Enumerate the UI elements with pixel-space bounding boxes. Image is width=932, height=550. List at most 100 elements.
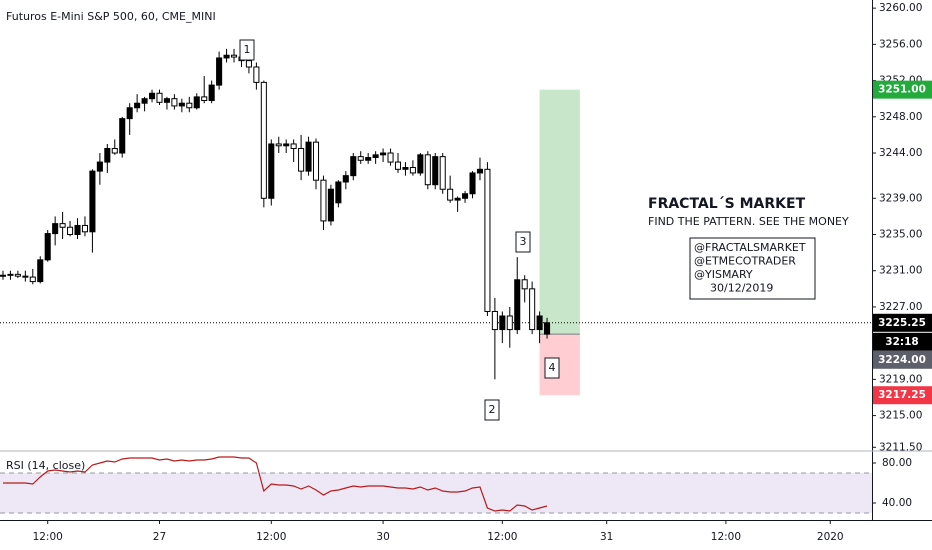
candle-body bbox=[141, 98, 148, 104]
candle-body bbox=[81, 224, 88, 233]
candle-body bbox=[312, 141, 320, 181]
price-label-box bbox=[873, 350, 932, 369]
candle-body bbox=[447, 188, 454, 201]
candle-body bbox=[186, 102, 193, 109]
candle-body bbox=[290, 143, 297, 149]
point-label: 1 bbox=[244, 43, 251, 56]
candle-body bbox=[514, 279, 521, 331]
price-label: 3225.25 bbox=[878, 317, 926, 329]
candle-body bbox=[59, 223, 66, 228]
candle-body bbox=[201, 96, 208, 102]
target-zone bbox=[539, 89, 580, 335]
candle-body bbox=[178, 102, 185, 107]
candle-body bbox=[320, 179, 327, 222]
rsi-tick-label: 40.00 bbox=[882, 497, 912, 509]
point-label: 2 bbox=[489, 403, 496, 416]
countdown-box bbox=[873, 332, 932, 351]
candle-body bbox=[193, 96, 200, 109]
x-tick-label: 12:00 bbox=[487, 531, 517, 543]
candle-body bbox=[126, 107, 133, 120]
candle-body bbox=[275, 143, 282, 147]
candle-body bbox=[342, 175, 349, 183]
candle-body bbox=[424, 154, 431, 186]
x-tick-label: 30 bbox=[376, 531, 389, 543]
y-tick-label: 3219.00 bbox=[879, 373, 922, 385]
credit-line: @YISMARY bbox=[694, 268, 753, 281]
candle-body bbox=[439, 156, 446, 190]
credit-line: 30/12/2019 bbox=[710, 282, 773, 295]
candle-body bbox=[529, 288, 536, 331]
candle-body bbox=[7, 273, 14, 276]
candle-body bbox=[380, 152, 387, 156]
candle-body bbox=[163, 98, 170, 103]
candle-body bbox=[230, 54, 238, 58]
candle-body bbox=[335, 181, 342, 204]
point-box bbox=[239, 39, 255, 61]
candle-body bbox=[134, 102, 141, 109]
credit-line: @FRACTALSMARKET bbox=[694, 241, 806, 254]
candle-body bbox=[499, 315, 506, 331]
x-tick-label: 12:00 bbox=[711, 531, 741, 543]
x-tick-label: 2020 bbox=[817, 531, 844, 543]
candle-body bbox=[462, 193, 469, 199]
candle-body bbox=[402, 167, 409, 170]
candle-body bbox=[74, 224, 81, 236]
candle-body bbox=[357, 156, 364, 161]
candle-body bbox=[409, 167, 416, 174]
point-box bbox=[484, 399, 500, 421]
candle-body bbox=[208, 84, 215, 102]
x-tick-label: 27 bbox=[153, 531, 166, 543]
candle-body bbox=[365, 157, 372, 161]
candle-body bbox=[104, 147, 111, 163]
price-label-box bbox=[873, 386, 932, 405]
y-tick-label: 3239.00 bbox=[879, 192, 922, 204]
y-tick-label: 3260.00 bbox=[879, 2, 922, 14]
candle-body bbox=[268, 143, 275, 199]
candle-body bbox=[149, 92, 156, 100]
y-tick-label: 3227.00 bbox=[879, 301, 922, 313]
candle-body bbox=[521, 279, 528, 290]
credit-box bbox=[689, 237, 816, 300]
brand-title: FRACTAL´S MARKET bbox=[648, 196, 806, 212]
rsi-band bbox=[0, 473, 872, 513]
price-label-box bbox=[873, 313, 932, 332]
candle-body bbox=[44, 233, 51, 261]
y-tick-label: 3215.00 bbox=[879, 410, 922, 422]
x-tick-label: 31 bbox=[600, 531, 613, 543]
brand-subtitle: FIND THE PATTERN. SEE THE MONEY bbox=[648, 215, 849, 228]
candle-body bbox=[283, 143, 290, 147]
candle-body bbox=[491, 310, 498, 331]
y-tick-label: 3231.00 bbox=[879, 265, 922, 277]
price-label: 3217.25 bbox=[878, 389, 926, 401]
candle-body bbox=[476, 168, 484, 174]
x-tick-label: 12:00 bbox=[33, 531, 63, 543]
y-tick-label: 3235.00 bbox=[879, 229, 922, 241]
candle-body bbox=[171, 98, 178, 107]
candle-body bbox=[223, 54, 230, 59]
candle-body bbox=[89, 170, 96, 233]
candle-body bbox=[506, 315, 513, 331]
chart-header: Futuros E-Mini S&P 500, 60, CME_MINI bbox=[6, 10, 216, 23]
price-label-box bbox=[873, 80, 932, 99]
candle-body bbox=[454, 197, 461, 201]
candle-body bbox=[536, 315, 543, 331]
candle-body bbox=[216, 57, 223, 86]
y-tick-label: 3248.00 bbox=[879, 111, 922, 123]
candle-body bbox=[432, 156, 439, 186]
candle-body bbox=[387, 152, 394, 163]
candle-body bbox=[0, 274, 7, 277]
candle-body bbox=[67, 226, 74, 236]
candle-body bbox=[22, 275, 29, 278]
x-tick-label: 12:00 bbox=[256, 531, 286, 543]
rsi-line bbox=[3, 456, 548, 512]
candle-body bbox=[484, 168, 491, 312]
point-label: 4 bbox=[549, 361, 556, 374]
candle-body bbox=[327, 188, 334, 222]
candle-body bbox=[119, 118, 126, 154]
candle-body bbox=[350, 156, 357, 177]
candle-body bbox=[260, 81, 267, 199]
y-tick-label: 3244.00 bbox=[879, 147, 922, 159]
candle-body bbox=[305, 141, 312, 172]
credit-line: @ETMECOTRADER bbox=[694, 255, 796, 268]
